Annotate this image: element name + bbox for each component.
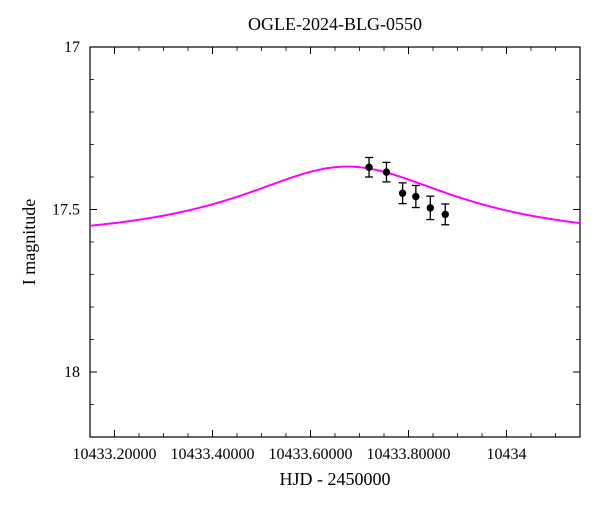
- x-axis-label: HJD - 2450000: [280, 469, 391, 489]
- x-tick-label: 10433.60000: [269, 446, 353, 463]
- y-tick-label: 17.5: [52, 202, 80, 219]
- lightcurve-chart: OGLE-2024-BLG-0550 17 17.5 18 10433.20000 104…: [0, 0, 600, 512]
- chart-container: OGLE-2024-BLG-0550 17 17.5 18 10433.20000 104…: [0, 0, 600, 512]
- x-tick-label: 10434: [487, 446, 527, 463]
- y-tick-label: 18: [64, 364, 80, 381]
- x-tick-label: 10433.40000: [171, 446, 255, 463]
- chart-title: OGLE-2024-BLG-0550: [248, 14, 422, 34]
- data-point: [383, 169, 389, 175]
- data-point: [427, 205, 433, 211]
- data-point: [366, 164, 372, 170]
- x-tick-label: 10433.80000: [367, 446, 451, 463]
- y-axis-label: I magnitude: [19, 199, 39, 285]
- x-tick-label: 10433.20000: [73, 446, 157, 463]
- data-point: [442, 211, 448, 217]
- data-point: [399, 190, 405, 196]
- y-tick-label: 17: [64, 39, 80, 56]
- data-point: [413, 193, 419, 199]
